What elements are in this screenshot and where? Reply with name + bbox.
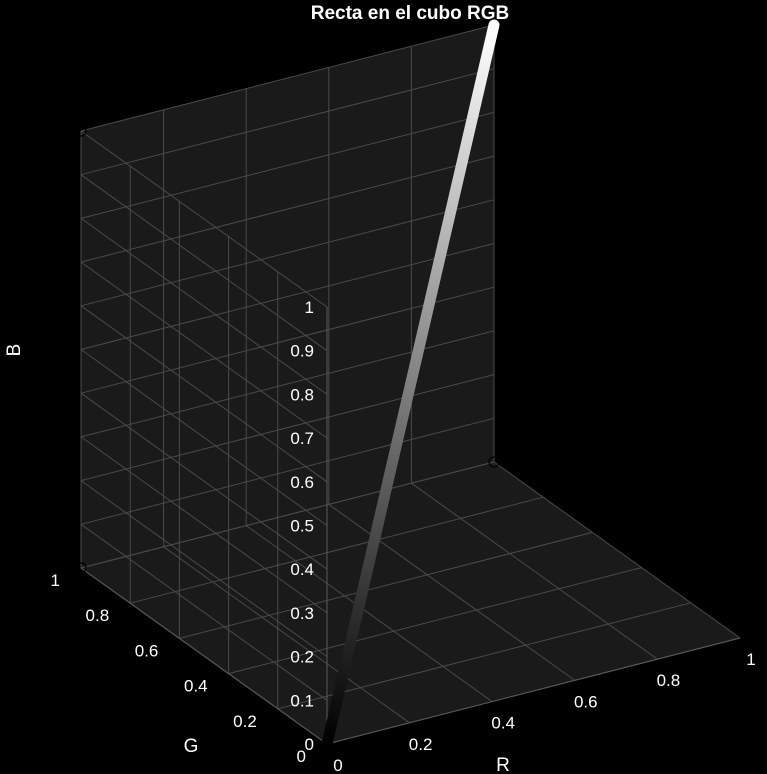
chart-title: Recta en el cubo RGB bbox=[311, 3, 510, 24]
x-tick-label: 0.8 bbox=[657, 671, 681, 690]
z-tick-label: 0.4 bbox=[290, 560, 314, 579]
x-grid-line-floor bbox=[411, 482, 658, 660]
z-grid-line-right bbox=[80, 111, 495, 219]
x-tick-label: 1 bbox=[746, 650, 755, 669]
z-grid-line-left bbox=[80, 349, 328, 526]
data-lines bbox=[321, 19, 500, 750]
z-tick-label: 0.1 bbox=[290, 691, 314, 710]
data-marker bbox=[75, 125, 87, 137]
z-grid-line-left bbox=[80, 480, 328, 658]
z-grid-line-left bbox=[80, 436, 328, 614]
y-grid-line-floor bbox=[130, 496, 544, 604]
x-tick-label: 0 bbox=[333, 756, 342, 774]
y-axis-label: G bbox=[184, 736, 199, 757]
z-grid-line-right bbox=[80, 417, 495, 525]
data-marker bbox=[488, 456, 500, 468]
z-tick-label: 0.3 bbox=[290, 604, 314, 623]
z-tick-label: 0.8 bbox=[290, 385, 314, 404]
z-tick-label: 0.6 bbox=[290, 473, 314, 492]
data-marker bbox=[734, 195, 746, 207]
y-tick-label: 0.6 bbox=[135, 641, 159, 660]
z-grid-line-right bbox=[80, 330, 495, 438]
cube-edges bbox=[80, 307, 741, 745]
y-tick-label: 0.2 bbox=[233, 712, 257, 731]
y-grid-line-floor bbox=[80, 461, 495, 569]
z-grid-line-right bbox=[80, 155, 495, 263]
y-grid-line-floor bbox=[179, 531, 593, 639]
z-grid-line-left bbox=[80, 305, 328, 483]
z-grid-line-left bbox=[80, 523, 328, 701]
y-grid-line-floor bbox=[228, 567, 642, 675]
z-tick-label: 0 bbox=[305, 735, 314, 754]
x-grid-line-floor bbox=[493, 461, 741, 639]
x-axis-label: R bbox=[496, 755, 510, 774]
z-tick-label: 0.9 bbox=[290, 342, 314, 361]
series-line bbox=[321, 19, 500, 750]
data-marker bbox=[75, 562, 87, 574]
y-axis-line bbox=[80, 567, 328, 745]
y-tick-label: 0 bbox=[297, 747, 306, 766]
tick-labels: 0 0.1 0.2 0.3 0.4 0.5 0.6 0.7 0.8 0.9 1 0 0.2 0.4 0.6 0… bbox=[51, 298, 756, 774]
z-tick-label: 0.7 bbox=[290, 429, 314, 448]
y-grid-line-floor bbox=[277, 602, 691, 710]
z-grid-line-left bbox=[80, 130, 328, 308]
cube-back-panels bbox=[81, 25, 740, 744]
z-grid-line-right bbox=[80, 24, 495, 132]
z-axis-label: B bbox=[4, 344, 25, 357]
z-grid-line-right bbox=[80, 374, 495, 482]
z-tick-label: 1 bbox=[305, 298, 314, 317]
y-tick-label: 1 bbox=[51, 571, 60, 590]
x-tick-label: 0.6 bbox=[574, 692, 598, 711]
x-tick-label: 0.2 bbox=[409, 735, 433, 754]
z-grid-line-right bbox=[80, 199, 495, 307]
z-grid-line-left bbox=[80, 217, 328, 395]
x-grid-line-floor bbox=[163, 546, 410, 724]
x-axis-line bbox=[326, 637, 741, 745]
z-grid-line-left bbox=[80, 261, 328, 439]
y-tick-label: 0.4 bbox=[184, 677, 208, 696]
x-grid-line-floor bbox=[328, 503, 576, 681]
z-grid-line-right bbox=[80, 68, 495, 176]
x-grid-line-floor bbox=[245, 525, 493, 703]
x-tick-label: 0.4 bbox=[491, 714, 515, 733]
z-grid-line-right bbox=[80, 243, 495, 350]
z-grid-line-left bbox=[80, 174, 328, 352]
z-grid-line-left bbox=[80, 392, 328, 570]
z-tick-label: 0.5 bbox=[290, 517, 314, 536]
data-markers bbox=[75, 125, 746, 574]
y-tick-label: 0.8 bbox=[86, 606, 110, 625]
z-tick-label: 0.2 bbox=[290, 648, 314, 667]
